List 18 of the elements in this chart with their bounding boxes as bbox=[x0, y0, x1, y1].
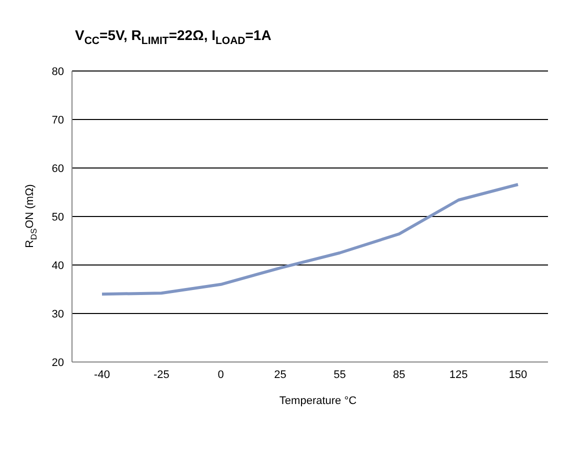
x-axis-title: Temperature °C bbox=[279, 395, 357, 407]
x-tick-label: 85 bbox=[393, 368, 406, 381]
y-tick-label: 40 bbox=[52, 260, 64, 272]
y-tick-label: 60 bbox=[52, 162, 64, 175]
x-tick-label: 25 bbox=[274, 368, 286, 381]
y-tick-label: 20 bbox=[52, 356, 64, 369]
y-tick-label: 50 bbox=[52, 211, 64, 224]
x-tick-label: -25 bbox=[153, 368, 170, 381]
chart-title: V$_{CC}$=5V, R$_{LIMIT}$=22Ω, I$_{LOAD}$=1A bbox=[75, 27, 272, 48]
y-tick-label: 80 bbox=[52, 66, 64, 78]
x-tick-label: 0 bbox=[218, 368, 224, 381]
x-tick-label: -40 bbox=[94, 368, 110, 381]
x-tick-label: 150 bbox=[508, 368, 528, 381]
x-tick-label: 125 bbox=[449, 368, 468, 381]
y-tick-label: 30 bbox=[52, 308, 64, 320]
y-tick-label: 70 bbox=[52, 114, 64, 126]
line-series bbox=[100, 182, 520, 296]
x-tick-label: 55 bbox=[334, 368, 346, 381]
